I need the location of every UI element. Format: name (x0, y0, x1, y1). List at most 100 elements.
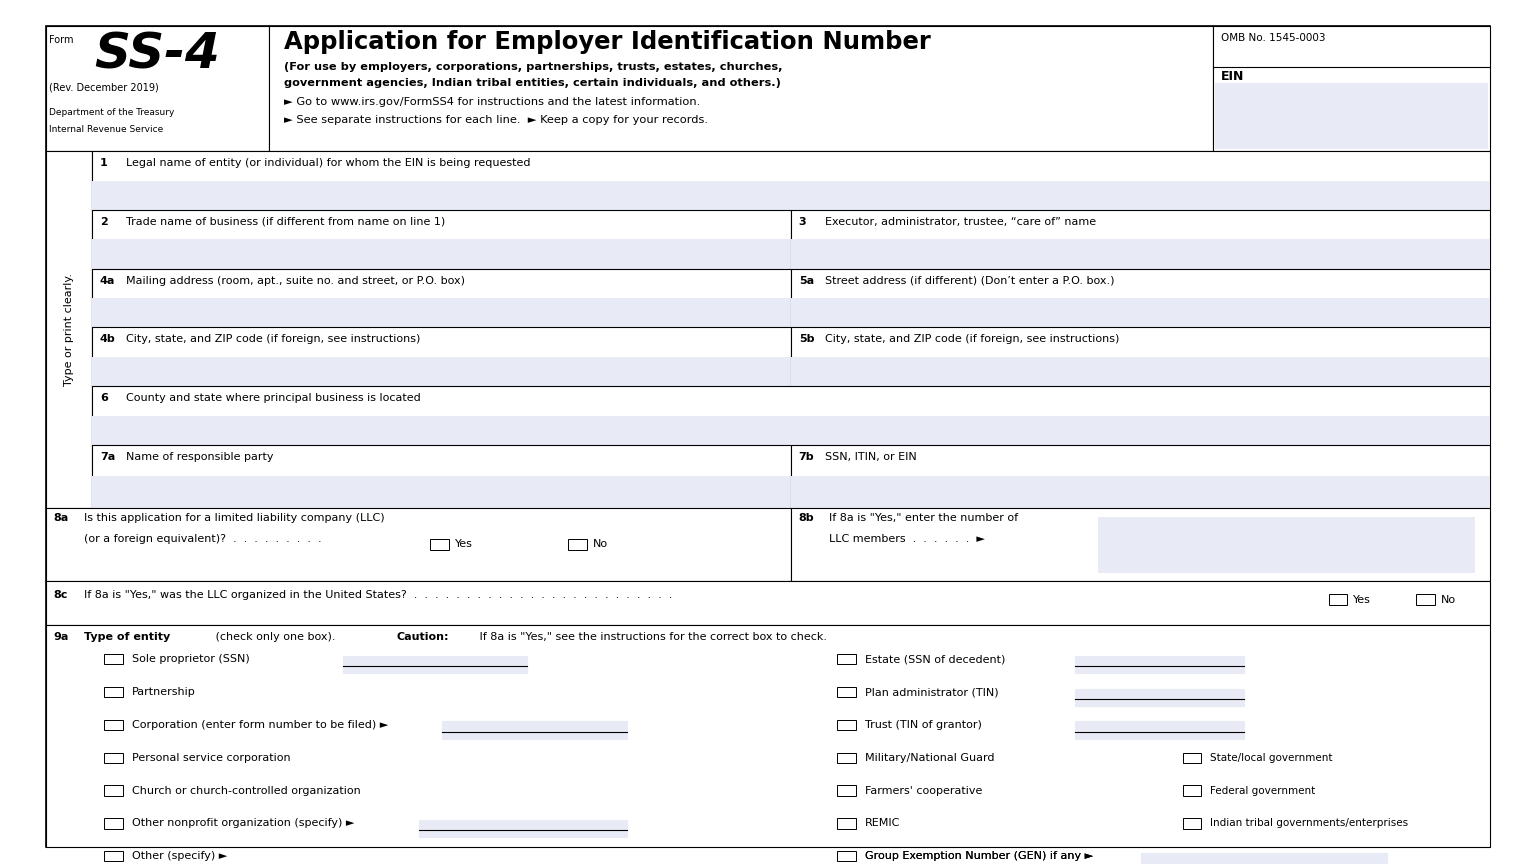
Text: (For use by employers, corporations, partnerships, trusts, estates, churches,: (For use by employers, corporations, par… (284, 62, 783, 73)
Bar (92, 151, 1490, 210)
Bar (343, 656, 527, 673)
Bar (791, 357, 1490, 386)
Bar (1075, 689, 1244, 706)
Bar (791, 269, 1490, 327)
Bar (419, 820, 627, 837)
Bar (791, 327, 1490, 386)
Text: (check only one box).: (check only one box). (212, 632, 339, 642)
Bar (837, 785, 856, 796)
Text: Yes: Yes (1353, 594, 1372, 605)
Bar (92, 210, 791, 269)
Bar (46, 581, 1490, 625)
Bar (104, 720, 123, 730)
Text: Is this application for a limited liability company (LLC): Is this application for a limited liabil… (84, 513, 386, 524)
Bar (104, 654, 123, 664)
Text: 2: 2 (100, 217, 108, 227)
Text: LLC members  .  .  .  .  .  .  ►: LLC members . . . . . . ► (829, 534, 985, 544)
Bar (837, 818, 856, 829)
Bar (92, 386, 1490, 445)
Text: If 8a is "Yes," enter the number of: If 8a is "Yes," enter the number of (829, 513, 1018, 524)
Bar (1183, 818, 1201, 829)
Bar (104, 785, 123, 796)
Bar (92, 298, 791, 327)
Bar (1141, 853, 1387, 864)
Text: 8b: 8b (799, 513, 814, 524)
Bar (568, 539, 587, 550)
Text: Corporation (enter form number to be filed) ►: Corporation (enter form number to be fil… (132, 720, 389, 730)
Text: Form: Form (49, 35, 74, 45)
Bar (1215, 83, 1488, 149)
Bar (1075, 721, 1244, 739)
Text: County and state where principal business is located: County and state where principal busines… (126, 393, 421, 403)
Text: Group Exemption Number (GEN) if any ►: Group Exemption Number (GEN) if any ► (865, 851, 1094, 861)
Bar (46, 151, 92, 508)
Bar (837, 687, 856, 697)
Bar (837, 753, 856, 763)
Text: 7a: 7a (100, 452, 115, 462)
Text: No: No (593, 539, 608, 550)
Text: Mailing address (room, apt., suite no. and street, or P.O. box): Mailing address (room, apt., suite no. a… (126, 276, 465, 286)
Text: State/local government: State/local government (1210, 753, 1333, 763)
Bar (92, 477, 791, 508)
Bar (1075, 656, 1244, 673)
Bar (837, 720, 856, 730)
Text: Estate (SSN of decedent): Estate (SSN of decedent) (865, 654, 1005, 664)
Bar (104, 851, 123, 861)
Text: (or a foreign equivalent)?  .  .  .  .  .  .  .  .  .: (or a foreign equivalent)? . . . . . . .… (84, 534, 323, 544)
Bar (791, 210, 1490, 269)
Bar (1329, 594, 1347, 605)
Text: Executor, administrator, trustee, “care of” name: Executor, administrator, trustee, “care … (825, 217, 1097, 227)
Bar (269, 26, 1213, 151)
Bar (837, 654, 856, 664)
Bar (104, 687, 123, 697)
Text: City, state, and ZIP code (if foreign, see instructions): City, state, and ZIP code (if foreign, s… (126, 334, 421, 345)
Bar (442, 721, 627, 739)
Bar (791, 508, 1490, 581)
Text: Caution:: Caution: (396, 632, 449, 642)
Text: Trust (TIN of grantor): Trust (TIN of grantor) (865, 720, 982, 730)
Text: Farmers' cooperative: Farmers' cooperative (865, 785, 982, 796)
Text: Department of the Treasury: Department of the Treasury (49, 108, 175, 117)
Text: 3: 3 (799, 217, 806, 227)
Bar (1183, 785, 1201, 796)
Text: 1: 1 (100, 158, 108, 168)
Text: REMIC: REMIC (865, 818, 900, 829)
Text: Yes: Yes (455, 539, 473, 550)
Bar (92, 239, 791, 269)
Text: Sole proprietor (SSN): Sole proprietor (SSN) (132, 654, 250, 664)
Text: Indian tribal governments/enterprises: Indian tribal governments/enterprises (1210, 818, 1409, 829)
Text: Other nonprofit organization (specify) ►: Other nonprofit organization (specify) ► (132, 818, 355, 829)
Bar (92, 416, 1490, 445)
Text: Application for Employer Identification Number: Application for Employer Identification … (284, 30, 931, 54)
Bar (46, 508, 791, 581)
Text: 5b: 5b (799, 334, 814, 345)
Text: ► See separate instructions for each line.  ► Keep a copy for your records.: ► See separate instructions for each lin… (284, 115, 708, 125)
Bar (791, 298, 1490, 327)
Bar (837, 851, 856, 861)
Text: SS-4: SS-4 (94, 30, 220, 79)
Bar (791, 239, 1490, 269)
Text: Military/National Guard: Military/National Guard (865, 753, 994, 763)
Text: ► Go to www.irs.gov/FormSS4 for instructions and the latest information.: ► Go to www.irs.gov/FormSS4 for instruct… (284, 97, 700, 107)
Bar (1183, 753, 1201, 763)
Bar (791, 477, 1490, 508)
Bar (92, 181, 1490, 210)
Text: 9a: 9a (54, 632, 69, 642)
Bar (46, 625, 1490, 847)
Bar (92, 357, 791, 386)
Text: Street address (if different) (Don’t enter a P.O. box.): Street address (if different) (Don’t ent… (825, 276, 1114, 286)
Bar (1213, 26, 1490, 151)
Text: 7b: 7b (799, 452, 814, 462)
Text: City, state, and ZIP code (if foreign, see instructions): City, state, and ZIP code (if foreign, s… (825, 334, 1120, 345)
Text: If 8a is "Yes," see the instructions for the correct box to check.: If 8a is "Yes," see the instructions for… (476, 632, 828, 642)
Bar (104, 818, 123, 829)
Text: 4b: 4b (100, 334, 115, 345)
Text: government agencies, Indian tribal entities, certain individuals, and others.): government agencies, Indian tribal entit… (284, 78, 780, 88)
Text: Trade name of business (if different from name on line 1): Trade name of business (if different fro… (126, 217, 445, 227)
Bar (92, 269, 791, 327)
Text: Partnership: Partnership (132, 687, 197, 697)
Text: Legal name of entity (or individual) for whom the EIN is being requested: Legal name of entity (or individual) for… (126, 158, 530, 168)
Bar (1416, 594, 1435, 605)
Bar (104, 753, 123, 763)
Text: 8c: 8c (54, 590, 68, 600)
